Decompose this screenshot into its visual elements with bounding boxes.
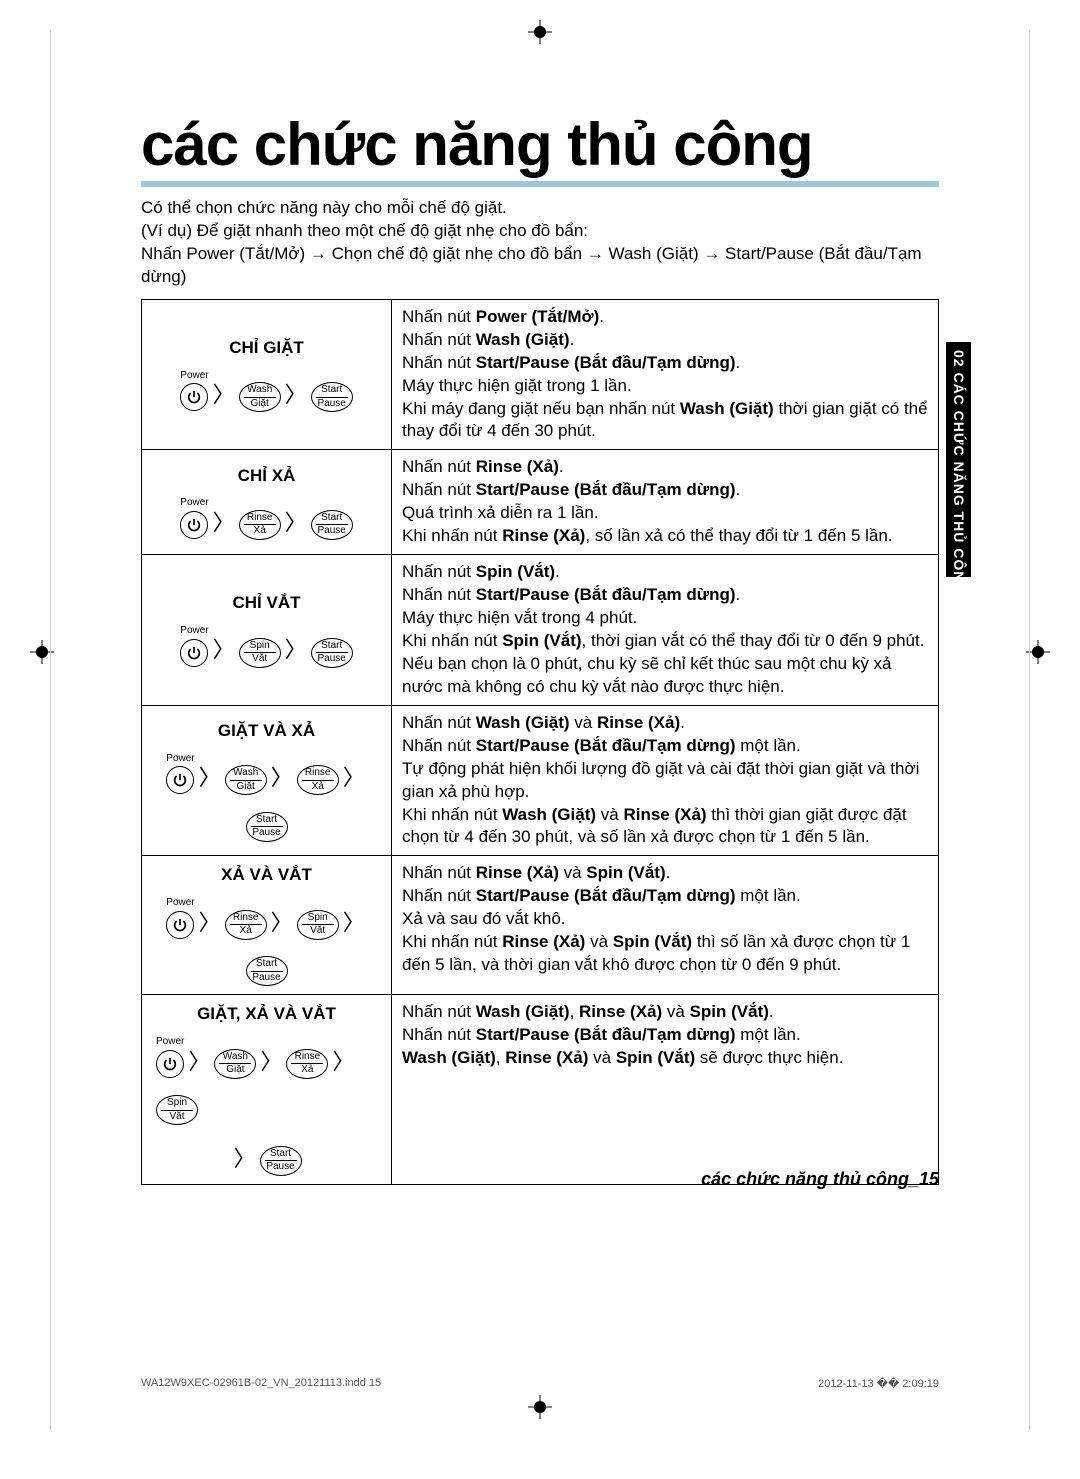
function-cell: GIẶT, XẢ VÀ VẮTPower〉 WashGiặt〉 RinseXả〉…	[142, 995, 392, 1184]
button-sequence: Power〉 RinseXả〉 SpinVắt〉 StartPause	[146, 895, 387, 986]
content-area: các chức năng thủ công Có thể chọn chức …	[81, 30, 999, 1185]
rinse-button: RinseXả	[225, 895, 267, 940]
power-button: Power	[180, 624, 208, 667]
arrow-icon: 〉	[231, 1148, 257, 1170]
arrow-icon: 〉	[330, 1051, 356, 1073]
function-cell: CHỈ VẮTPower〉 SpinVắt〉 StartPause	[142, 555, 392, 706]
intro-line: (Ví dụ) Để giặt nhanh theo một chế độ gi…	[141, 220, 939, 243]
functions-table: CHỈ GIẶTPower〉 WashGiặt〉 StartPauseNhấn …	[141, 299, 939, 1185]
start-pause-button: StartPause	[260, 1131, 302, 1176]
button-sequence: Power〉 WashGiặt〉 RinseXả〉 SpinVắt	[146, 1034, 387, 1125]
function-title: CHỈ XẢ	[146, 465, 387, 488]
table-row: CHỈ VẮTPower〉 SpinVắt〉 StartPauseNhấn nú…	[142, 555, 939, 706]
function-title: GIẶT VÀ XẢ	[146, 720, 387, 743]
table-row: CHỈ XẢPower〉 RinseXả〉 StartPauseNhấn nút…	[142, 450, 939, 555]
wash-button: WashGiặt	[225, 751, 267, 796]
arrow-icon: 〉	[211, 384, 237, 406]
start-pause-button: StartPause	[246, 797, 288, 842]
arrow-icon: 〉	[258, 1051, 284, 1073]
page-title: các chức năng thủ công	[141, 110, 939, 187]
arrow-icon: 〉	[341, 912, 367, 934]
description-cell: Nhấn nút Wash (Giặt) và Rinse (Xả).Nhấn …	[392, 705, 939, 856]
power-button: Power	[166, 752, 194, 795]
page-frame: các chức năng thủ công Có thể chọn chức …	[50, 30, 1030, 1430]
function-cell: GIẶT VÀ XẢPower〉 WashGiặt〉 RinseXả〉 Star…	[142, 705, 392, 856]
start-pause-button: StartPause	[311, 623, 353, 668]
arrow-icon: 〉	[197, 912, 223, 934]
start-pause-button: StartPause	[311, 495, 353, 540]
rinse-button: RinseXả	[297, 751, 339, 796]
table-row: XẢ VÀ VẮTPower〉 RinseXả〉 SpinVắt〉 StartP…	[142, 856, 939, 995]
intro-line: Nhấn Power (Tắt/Mở) → Chọn chế độ giặt n…	[141, 243, 939, 289]
spin-button: SpinVắt	[297, 895, 339, 940]
power-button: Power	[166, 896, 194, 939]
arrow-icon: 〉	[283, 639, 309, 661]
function-title: GIẶT, XẢ VÀ VẮT	[146, 1003, 387, 1026]
start-pause-button: StartPause	[246, 942, 288, 987]
start-pause-button: StartPause	[311, 368, 353, 413]
print-footer: WA12W9XEC-02961B-02_VN_20121113.indd 15 …	[141, 1377, 939, 1390]
page-footer: các chức năng thủ công_15	[701, 1169, 939, 1190]
description-cell: Nhấn nút Power (Tắt/Mở).Nhấn nút Wash (G…	[392, 299, 939, 450]
spin-button: SpinVắt	[156, 1081, 198, 1126]
arrow-icon: 〉	[197, 767, 223, 789]
button-sequence-row2: 〉 StartPause	[231, 1131, 301, 1176]
function-title: CHỈ GIẶT	[146, 337, 387, 360]
button-sequence: Power〉 RinseXả〉 StartPause	[146, 495, 387, 540]
spin-button: SpinVắt	[239, 623, 281, 668]
table-row: CHỈ GIẶTPower〉 WashGiặt〉 StartPauseNhấn …	[142, 299, 939, 450]
rinse-button: RinseXả	[239, 495, 281, 540]
function-cell: XẢ VÀ VẮTPower〉 RinseXả〉 SpinVắt〉 StartP…	[142, 856, 392, 995]
power-button: Power	[180, 369, 208, 412]
button-sequence: Power〉 WashGiặt〉 RinseXả〉 StartPause	[146, 751, 387, 842]
description-cell: Nhấn nút Spin (Vắt).Nhấn nút Start/Pause…	[392, 555, 939, 706]
print-footer-right: 2012-11-13 �� 2:09:19	[818, 1377, 939, 1390]
function-title: XẢ VÀ VẮT	[146, 864, 387, 887]
arrow-icon: 〉	[211, 639, 237, 661]
intro-text: Có thể chọn chức năng này cho mỗi chế độ…	[141, 197, 939, 289]
table-row: GIẶT VÀ XẢPower〉 WashGiặt〉 RinseXả〉 Star…	[142, 705, 939, 856]
side-tab-label: 02 CÁC CHỨC NĂNG THỦ CÔNG	[951, 350, 967, 594]
power-button: Power	[156, 1035, 184, 1078]
description-cell: Nhấn nút Wash (Giặt), Rinse (Xả) và Spin…	[392, 995, 939, 1184]
wash-button: WashGiặt	[239, 368, 281, 413]
function-title: CHỈ VẮT	[146, 592, 387, 615]
button-sequence: Power〉 WashGiặt〉 StartPause	[146, 368, 387, 413]
arrow-icon: 〉	[269, 767, 295, 789]
arrow-icon: 〉	[211, 512, 237, 534]
function-cell: CHỈ GIẶTPower〉 WashGiặt〉 StartPause	[142, 299, 392, 450]
description-cell: Nhấn nút Rinse (Xả) và Spin (Vắt).Nhấn n…	[392, 856, 939, 995]
arrow-icon: 〉	[341, 767, 367, 789]
print-footer-left: WA12W9XEC-02961B-02_VN_20121113.indd 15	[141, 1377, 381, 1390]
description-cell: Nhấn nút Rinse (Xả).Nhấn nút Start/Pause…	[392, 450, 939, 555]
wash-button: WashGiặt	[214, 1034, 256, 1079]
arrow-icon: 〉	[283, 384, 309, 406]
arrow-icon: 〉	[269, 912, 295, 934]
power-button: Power	[180, 496, 208, 539]
intro-line: Có thể chọn chức năng này cho mỗi chế độ…	[141, 197, 939, 220]
rinse-button: RinseXả	[286, 1034, 328, 1079]
arrow-icon: 〉	[283, 512, 309, 534]
button-sequence: Power〉 SpinVắt〉 StartPause	[146, 623, 387, 668]
table-row: GIẶT, XẢ VÀ VẮTPower〉 WashGiặt〉 RinseXả〉…	[142, 995, 939, 1184]
arrow-icon: 〉	[186, 1051, 212, 1073]
function-cell: CHỈ XẢPower〉 RinseXả〉 StartPause	[142, 450, 392, 555]
